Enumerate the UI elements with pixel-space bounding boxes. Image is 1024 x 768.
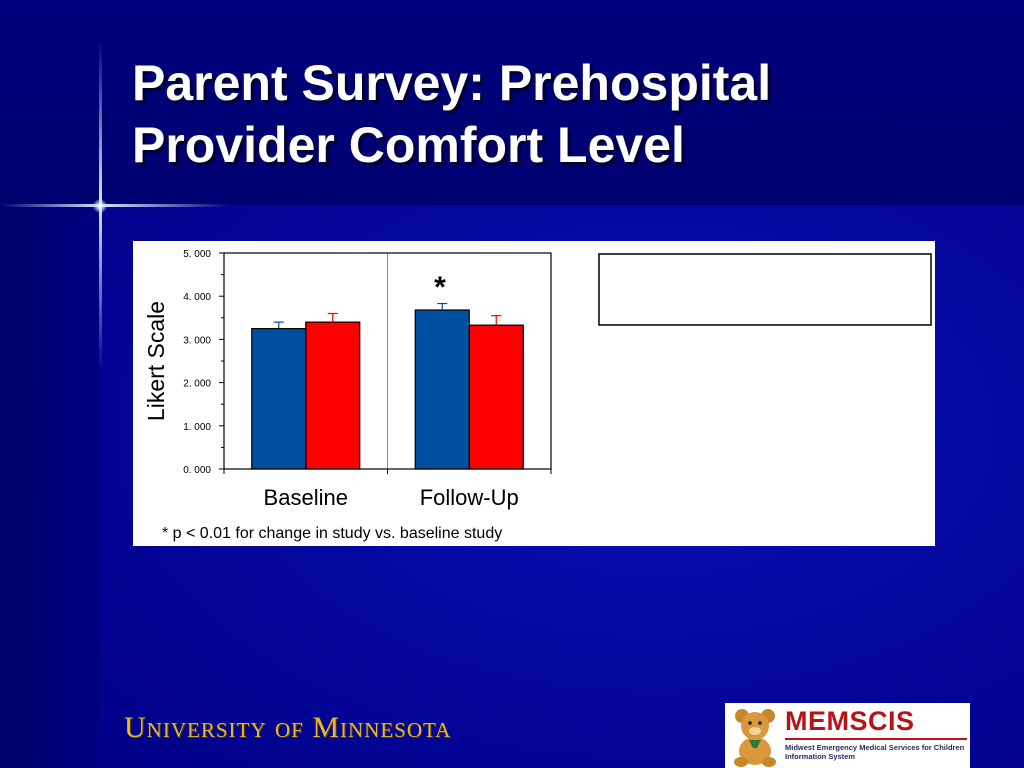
sparkle-horizontal	[0, 204, 230, 207]
y-tick-label: 4. 000	[183, 292, 211, 303]
slide-title-line-2: Provider Comfort Level	[132, 117, 685, 173]
university-logo: University of Minnesota	[124, 711, 452, 744]
y-tick-label: 2. 000	[183, 379, 211, 390]
bar-control	[468, 324, 524, 470]
bar-study	[251, 327, 307, 470]
bar-chart: Mean_Cont r ol _Pr e_Wel l _Pr epar edMe…	[143, 249, 932, 542]
sparkle-star-icon	[93, 199, 107, 213]
y-tick-label: 0. 000	[183, 465, 211, 476]
chart-panel: Mean_Cont r ol _Pr e_Wel l _Pr epar edMe…	[133, 241, 935, 546]
x-category-label: Follow-Up	[420, 485, 519, 510]
y-axis-label: Likert Scale	[143, 301, 169, 421]
slide-title-line-1: Parent Survey: Prehospital	[132, 55, 772, 111]
y-tick-label: 1. 000	[183, 422, 211, 433]
chart-footnote: * p < 0.01 for change in study vs. basel…	[162, 525, 502, 542]
memscis-logo: MEMSCIS Midwest Emergency Medical Servic…	[725, 703, 970, 768]
slide-title: Parent Survey: Prehospital Provider Comf…	[132, 52, 992, 176]
significance-marker: *	[434, 271, 446, 304]
memscis-subtitle: Midwest Emergency Medical Services for C…	[785, 743, 965, 761]
legend-box	[598, 253, 932, 326]
y-tick-label: 5. 000	[183, 249, 211, 260]
y-tick-label: 3. 000	[183, 335, 211, 346]
x-category-label: Baseline	[264, 485, 348, 510]
memscis-divider	[785, 738, 967, 740]
background-top-band	[0, 0, 1024, 205]
bar-study	[414, 309, 470, 470]
teddy-bear-icon	[734, 709, 776, 767]
plot-frame	[223, 252, 552, 470]
bar-control	[305, 321, 361, 470]
memscis-title: MEMSCIS	[785, 706, 915, 736]
